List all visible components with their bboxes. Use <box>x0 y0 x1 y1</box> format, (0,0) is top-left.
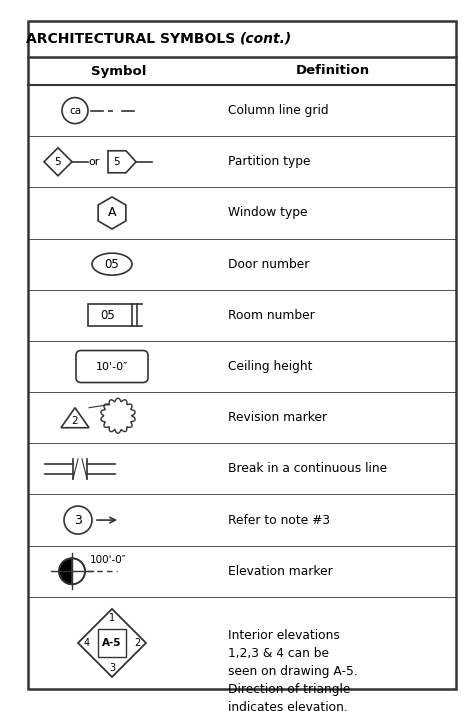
Text: Revision marker: Revision marker <box>228 411 327 424</box>
Text: ca: ca <box>69 106 81 116</box>
Text: 05: 05 <box>100 309 115 322</box>
Text: 100'-0″: 100'-0″ <box>90 555 127 565</box>
Text: 05: 05 <box>105 257 119 271</box>
Text: Interior elevations
1,2,3 & 4 can be
seen on drawing A-5.
Direction of triangle
: Interior elevations 1,2,3 & 4 can be see… <box>228 629 358 711</box>
Text: Ceiling height: Ceiling height <box>228 360 312 373</box>
Text: 10'-0″: 10'-0″ <box>96 361 128 372</box>
Text: (cont.): (cont.) <box>240 32 292 46</box>
Text: 3: 3 <box>74 513 82 527</box>
Bar <box>98 629 126 657</box>
Text: or: or <box>88 157 100 167</box>
Wedge shape <box>72 558 85 584</box>
Bar <box>88 304 132 326</box>
Text: Break in a continuous line: Break in a continuous line <box>228 462 387 476</box>
Text: 2: 2 <box>72 416 78 426</box>
Text: 3: 3 <box>109 663 115 673</box>
Text: 5: 5 <box>114 157 120 167</box>
Text: Elevation marker: Elevation marker <box>228 565 333 578</box>
Text: 5: 5 <box>55 157 61 167</box>
Text: 2: 2 <box>134 638 140 648</box>
Text: ARCHITECTURAL SYMBOLS: ARCHITECTURAL SYMBOLS <box>26 32 240 46</box>
Text: 1: 1 <box>109 613 115 623</box>
Text: Refer to note #3: Refer to note #3 <box>228 513 330 527</box>
Text: 4: 4 <box>84 638 90 648</box>
Wedge shape <box>59 558 72 584</box>
Text: A: A <box>108 206 116 220</box>
Text: Symbol: Symbol <box>91 65 146 77</box>
Text: Partition type: Partition type <box>228 155 310 169</box>
Text: Room number: Room number <box>228 309 315 322</box>
Text: Window type: Window type <box>228 206 308 220</box>
Text: Column line grid: Column line grid <box>228 104 328 117</box>
Text: Definition: Definition <box>296 65 370 77</box>
Text: Door number: Door number <box>228 257 310 271</box>
Text: A-5: A-5 <box>102 638 122 648</box>
